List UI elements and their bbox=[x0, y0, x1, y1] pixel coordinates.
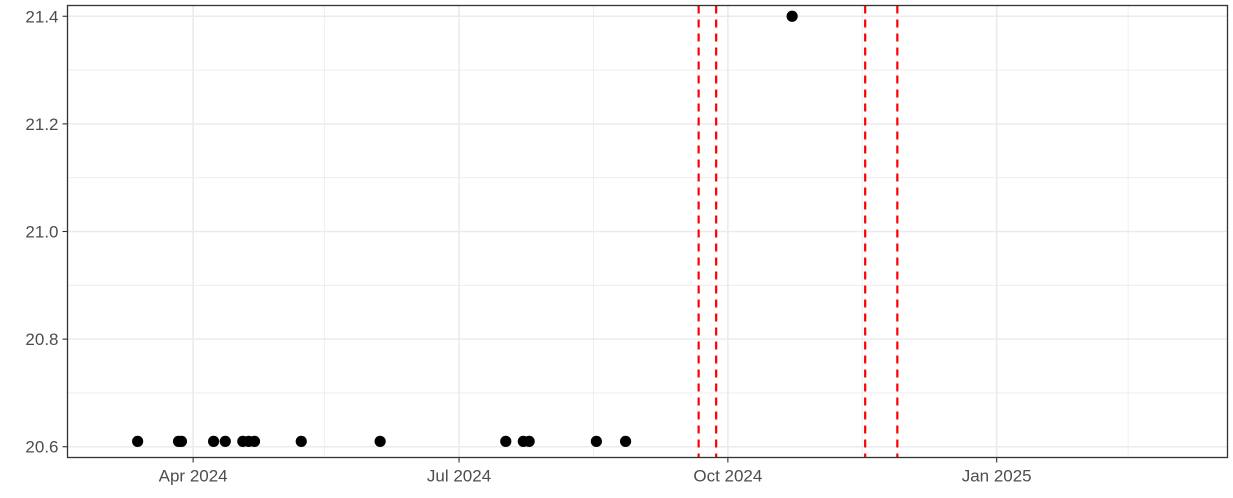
data-point bbox=[523, 435, 535, 447]
y-axis: 20.6 20.8 21.0 21.2 21.4 bbox=[25, 7, 68, 457]
y-tick-label: 20.6 bbox=[25, 438, 58, 457]
x-tick-label: Jan 2025 bbox=[962, 467, 1032, 486]
data-point bbox=[786, 10, 798, 22]
data-point bbox=[175, 435, 188, 447]
x-axis: Apr 2024 Jul 2024 Oct 2024 Jan 2025 bbox=[159, 457, 1032, 486]
data-point bbox=[590, 435, 602, 447]
major-gridlines-x bbox=[192, 5, 998, 458]
data-point bbox=[219, 435, 231, 447]
x-tick-label: Jul 2024 bbox=[427, 467, 491, 486]
data-points bbox=[132, 10, 798, 447]
data-point bbox=[207, 435, 220, 447]
minor-gridlines-y bbox=[67, 69, 1228, 394]
data-point bbox=[295, 435, 307, 447]
y-tick-label: 21.0 bbox=[25, 223, 58, 242]
y-tick-label: 20.8 bbox=[25, 330, 58, 349]
y-tick-label: 21.2 bbox=[25, 115, 58, 134]
data-point bbox=[374, 435, 386, 447]
data-point bbox=[619, 435, 632, 447]
data-point bbox=[500, 435, 512, 447]
y-tick-label: 21.4 bbox=[25, 7, 58, 26]
data-point bbox=[248, 435, 261, 447]
x-tick-label: Oct 2024 bbox=[693, 467, 762, 486]
data-point bbox=[132, 435, 144, 447]
major-gridlines-y bbox=[67, 15, 1228, 448]
x-tick-label: Apr 2024 bbox=[159, 467, 228, 486]
reference-lines bbox=[697, 5, 899, 458]
